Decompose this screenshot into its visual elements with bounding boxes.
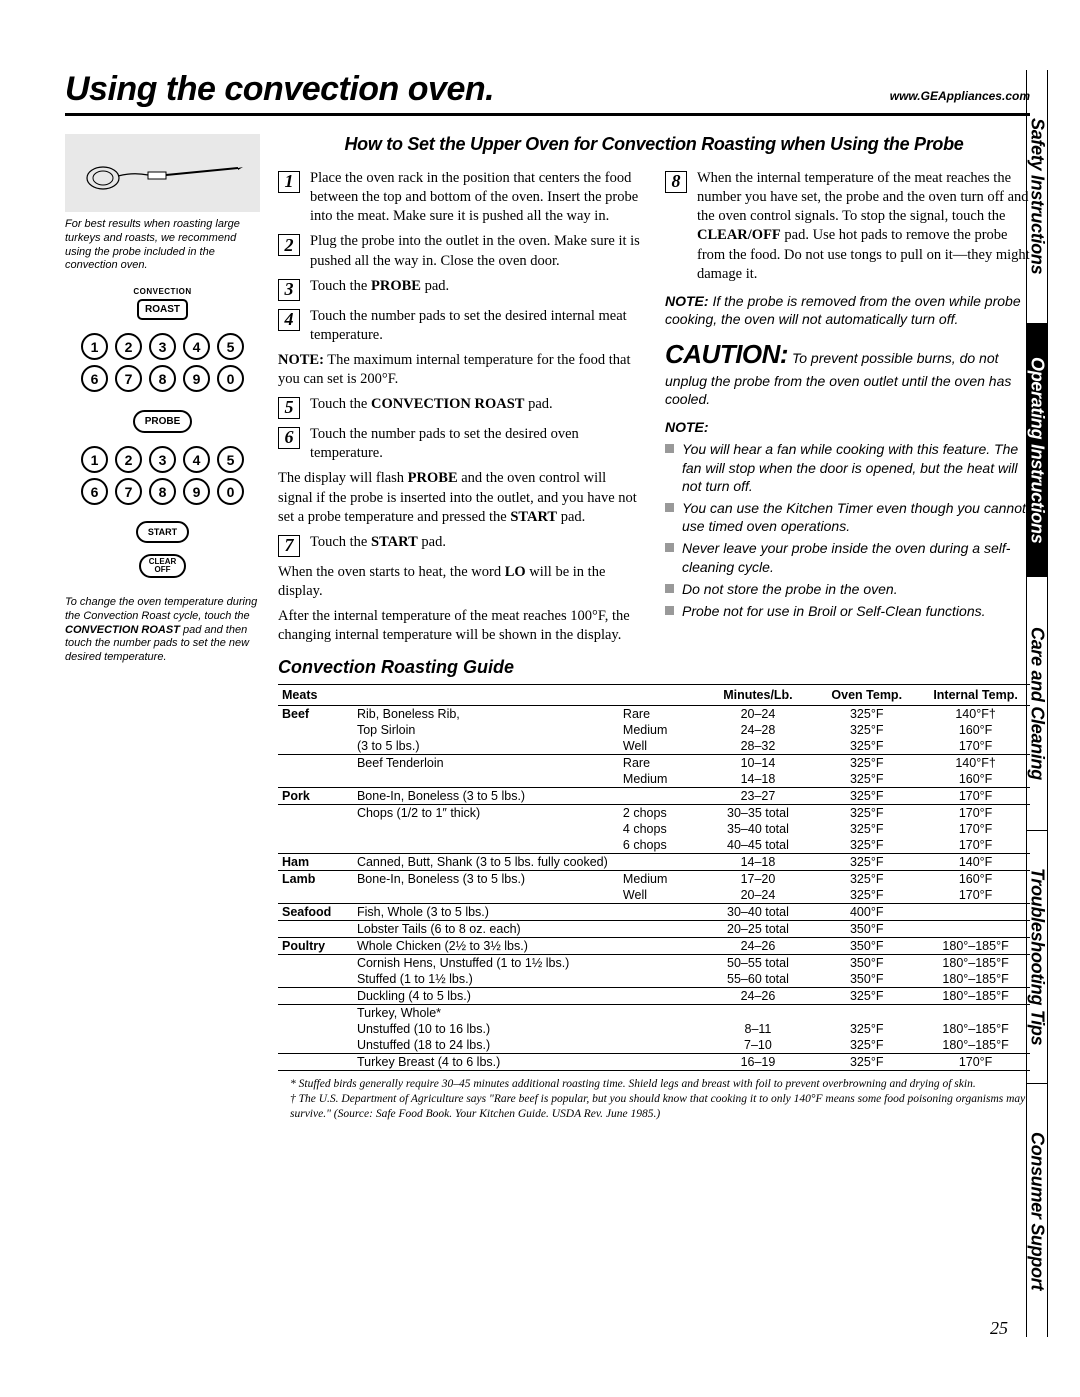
step-7-text: Touch the START pad.: [310, 533, 446, 557]
step-2-icon: 2: [278, 234, 300, 256]
display-note: The display will flash PROBE and the ove…: [278, 469, 643, 526]
bullet-icon: [665, 584, 674, 593]
page-number: 25: [990, 1318, 1008, 1339]
step-3-icon: 3: [278, 279, 300, 301]
site-url: www.GEAppliances.com: [890, 89, 1030, 103]
step-7-icon: 7: [278, 535, 300, 557]
probe-removed-note: NOTE: If the probe is removed from the o…: [665, 292, 1030, 328]
step-6-text: Touch the number pads to set the desired…: [310, 425, 643, 463]
convection-label: CONVECTION: [77, 287, 249, 296]
footnote-1: * Stuffed birds generally require 30–45 …: [290, 1077, 1030, 1092]
step-6-icon: 6: [278, 427, 300, 449]
step-2-text: Plug the probe into the outlet in the ov…: [310, 232, 643, 270]
probe-illustration: [65, 134, 260, 212]
bullet-icon: [665, 543, 674, 552]
roasting-guide-title: Convection Roasting Guide: [278, 657, 1030, 678]
note-heading: NOTE:: [665, 419, 709, 435]
tab-troubleshooting[interactable]: Troubleshooting Tips: [1027, 831, 1047, 1085]
tab-care[interactable]: Care and Cleaning: [1027, 577, 1047, 831]
step-1-icon: 1: [278, 171, 300, 193]
probe-button: PROBE: [133, 410, 193, 433]
step-4-text: Touch the number pads to set the desired…: [310, 307, 643, 345]
instruction-columns: 1 Place the oven rack in the position tha…: [278, 169, 1030, 645]
bullet-icon: [665, 444, 674, 453]
max-temp-note: NOTE: The maximum internal temperature f…: [278, 351, 643, 389]
step-5-text: Touch the CONVECTION ROAST pad.: [310, 395, 553, 419]
temp-change-caption: To change the oven temperature during th…: [65, 596, 260, 665]
bullet-icon: [665, 606, 674, 615]
notes-section: NOTE: You will hear a fan while cooking …: [665, 418, 1030, 620]
instructions-right: 8 When the internal temperature of the me…: [665, 169, 1030, 645]
probe-caption: For best results when roasting large tur…: [65, 218, 260, 273]
page-header: Using the convection oven. www.GEApplian…: [65, 70, 1030, 116]
tab-consumer[interactable]: Consumer Support: [1027, 1084, 1047, 1337]
tab-safety[interactable]: Safety Instructions: [1027, 70, 1047, 324]
step-4-icon: 4: [278, 309, 300, 331]
page-title: Using the convection oven.: [65, 70, 494, 109]
clear-off-button: CLEAROFF: [139, 554, 187, 578]
bullet-icon: [665, 503, 674, 512]
start-button: START: [136, 521, 189, 543]
step-5-icon: 5: [278, 397, 300, 419]
step-8-icon: 8: [665, 171, 687, 193]
footnote-2: † The U.S. Department of Agriculture say…: [290, 1092, 1030, 1122]
step-8-text: When the internal temperature of the mea…: [697, 169, 1030, 284]
left-column: For best results when roasting large tur…: [65, 134, 260, 1122]
footnotes: * Stuffed birds generally require 30–45 …: [278, 1077, 1030, 1122]
section-heading: How to Set the Upper Oven for Convection…: [278, 134, 1030, 155]
tab-operating[interactable]: Operating Instructions: [1027, 324, 1047, 578]
roast-button: ROAST: [137, 299, 188, 320]
side-tabs: Safety Instructions Operating Instructio…: [1026, 70, 1048, 1337]
after-note: After the internal temperature of the me…: [278, 607, 643, 645]
caution-block: CAUTION: To prevent possible burns, do n…: [665, 338, 1030, 408]
step-1-text: Place the oven rack in the position that…: [310, 169, 643, 226]
instructions-left: 1 Place the oven rack in the position tha…: [278, 169, 643, 645]
content-area: For best results when roasting large tur…: [65, 134, 1030, 1122]
roasting-guide-table: MeatsMinutes/Lb.Oven Temp.Internal Temp.…: [278, 684, 1030, 1071]
step-3-text: Touch the PROBE pad.: [310, 277, 449, 301]
heat-note: When the oven starts to heat, the word L…: [278, 563, 643, 601]
main-content: How to Set the Upper Oven for Convection…: [278, 134, 1030, 1122]
control-panel-diagram: CONVECTION ROAST 12345 67890 PROBE 12345…: [77, 287, 249, 586]
